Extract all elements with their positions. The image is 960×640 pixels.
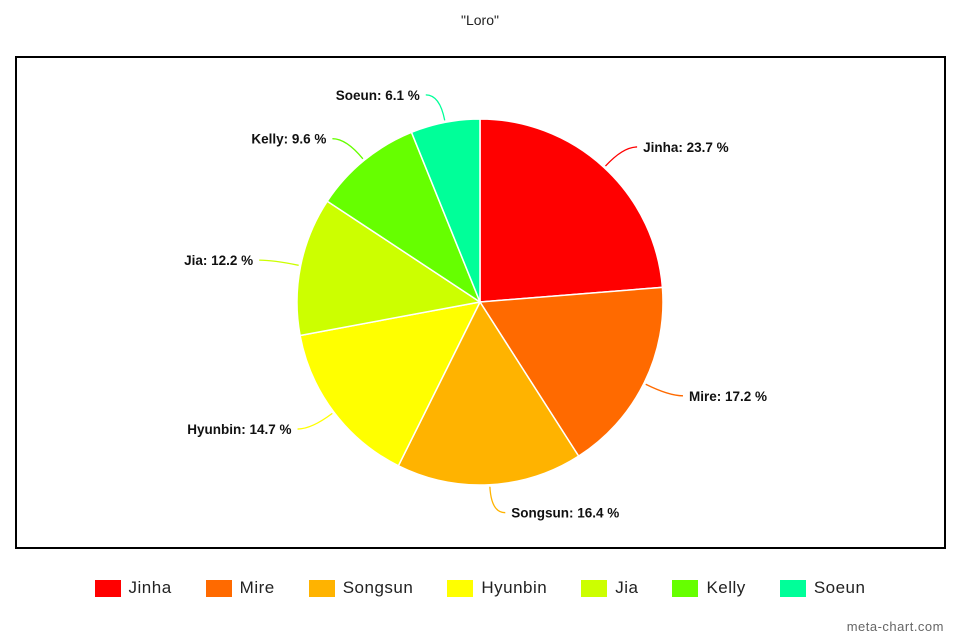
- slice-label-soeun: Soeun: 6.1 %: [336, 88, 420, 103]
- legend-swatch: [205, 579, 232, 597]
- leader-line-mire: [645, 383, 684, 397]
- slice-label-hyunbin: Hyunbin: 14.7 %: [187, 422, 291, 437]
- pie-slice-jinha[interactable]: [479, 118, 664, 303]
- leader-line-jia: [259, 259, 299, 266]
- legend-item-soeun[interactable]: Soeun: [779, 578, 866, 598]
- leader-line-soeun: [425, 94, 446, 121]
- pie-slice-mire[interactable]: [478, 286, 664, 458]
- legend-swatch: [94, 579, 121, 597]
- legend-item-kelly[interactable]: Kelly: [672, 578, 745, 598]
- legend-item-hyunbin[interactable]: Hyunbin: [447, 578, 547, 598]
- legend-label: Jia: [615, 578, 639, 597]
- chart-title: "Loro": [461, 12, 499, 28]
- legend-swatch: [308, 579, 335, 597]
- slice-label-mire: Mire: 17.2 %: [689, 389, 767, 404]
- watermark: meta-chart.com: [846, 619, 944, 634]
- legend-swatch: [447, 579, 474, 597]
- legend-swatch: [672, 579, 699, 597]
- leader-line-jinha: [604, 146, 638, 167]
- pie-slice-soeun[interactable]: [410, 118, 481, 303]
- legend-item-songsun[interactable]: Songsun: [308, 578, 414, 598]
- slice-label-jia: Jia: 12.2 %: [184, 253, 253, 268]
- leader-line-kelly: [332, 138, 364, 160]
- legend-label: Songsun: [342, 578, 414, 597]
- legend-label: Soeun: [813, 578, 866, 597]
- legend-item-jia[interactable]: Jia: [581, 578, 638, 598]
- legend-label: Jinha: [128, 578, 172, 597]
- slice-label-kelly: Kelly: 9.6 %: [251, 132, 326, 147]
- legend-swatch: [779, 579, 806, 597]
- legend-item-mire[interactable]: Mire: [205, 578, 275, 598]
- slice-label-jinha: Jinha: 23.7 %: [643, 140, 729, 155]
- pie-slice-jia[interactable]: [296, 200, 482, 337]
- leader-line-songsun: [489, 486, 506, 514]
- leader-line-hyunbin: [297, 412, 333, 430]
- pie-slice-hyunbin[interactable]: [299, 300, 482, 467]
- legend-label: Kelly: [706, 578, 746, 597]
- legend-item-jinha[interactable]: Jinha: [94, 578, 172, 598]
- slice-label-songsun: Songsun: 16.4 %: [511, 506, 619, 521]
- legend-label: Hyunbin: [481, 578, 548, 597]
- legend-label: Mire: [239, 578, 275, 597]
- legend-swatch: [581, 579, 608, 597]
- pie-slice-songsun[interactable]: [397, 300, 580, 486]
- pie-slice-kelly[interactable]: [326, 131, 482, 304]
- legend: Jinha Mire Songsun Hyunbin Jia Kelly Soeun: [0, 578, 960, 598]
- plot-area-frame: [15, 56, 946, 549]
